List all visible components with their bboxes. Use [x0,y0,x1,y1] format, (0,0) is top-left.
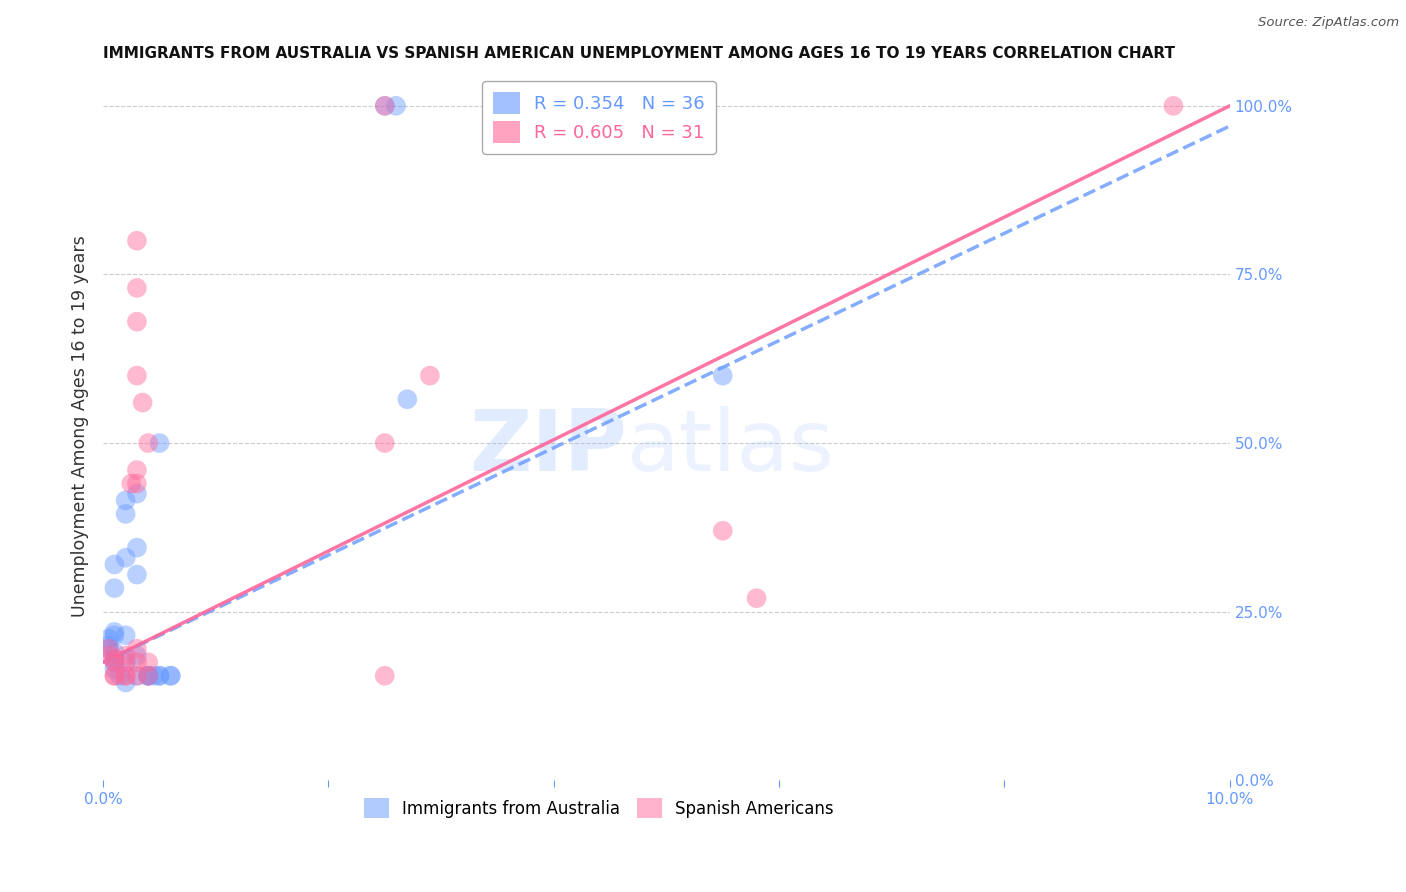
Point [125,486,148,500]
Point [103,652,125,666]
Point [136,669,159,683]
Point [103,652,125,666]
Point [711,524,734,538]
Point [159,669,181,683]
Point [125,655,148,669]
Point [125,669,148,683]
Point [103,628,125,642]
Point [396,392,419,407]
Point [136,669,159,683]
Point [1163,99,1185,113]
Point [97,639,120,653]
Point [114,507,136,521]
Point [159,669,181,683]
Point [97,641,120,656]
Point [103,655,125,669]
Point [148,436,170,450]
Text: Source: ZipAtlas.com: Source: ZipAtlas.com [1258,16,1399,29]
Point [108,669,131,683]
Point [103,558,125,572]
Y-axis label: Unemployment Among Ages 16 to 19 years: Unemployment Among Ages 16 to 19 years [72,235,89,617]
Point [103,581,125,595]
Point [125,234,148,248]
Point [103,662,125,676]
Point [97,632,120,646]
Point [136,436,159,450]
Point [125,476,148,491]
Point [374,99,396,113]
Point [125,567,148,582]
Point [125,669,148,683]
Point [136,669,159,683]
Point [114,675,136,690]
Point [114,669,136,683]
Point [97,648,120,663]
Point [114,655,136,669]
Point [103,655,125,669]
Text: atlas: atlas [627,406,835,489]
Point [142,669,165,683]
Point [114,550,136,565]
Point [125,368,148,383]
Point [103,669,125,683]
Legend: Immigrants from Australia, Spanish Americans: Immigrants from Australia, Spanish Ameri… [357,791,841,825]
Point [114,648,136,663]
Point [125,281,148,295]
Point [125,641,148,656]
Point [97,641,120,656]
Point [711,368,734,383]
Point [136,669,159,683]
Point [745,591,768,606]
Point [419,368,441,383]
Point [125,315,148,329]
Point [114,655,136,669]
Point [103,624,125,639]
Point [103,669,125,683]
Point [148,669,170,683]
Point [374,99,396,113]
Point [148,669,170,683]
Point [374,669,396,683]
Point [125,463,148,477]
Point [120,476,142,491]
Point [125,541,148,555]
Point [125,648,148,663]
Text: IMMIGRANTS FROM AUSTRALIA VS SPANISH AMERICAN UNEMPLOYMENT AMONG AGES 16 TO 19 Y: IMMIGRANTS FROM AUSTRALIA VS SPANISH AME… [103,46,1175,62]
Point [385,99,408,113]
Point [114,669,136,683]
Text: ZIP: ZIP [470,406,627,489]
Point [114,628,136,642]
Point [103,645,125,659]
Point [131,395,153,409]
Point [374,436,396,450]
Point [114,493,136,508]
Point [136,655,159,669]
